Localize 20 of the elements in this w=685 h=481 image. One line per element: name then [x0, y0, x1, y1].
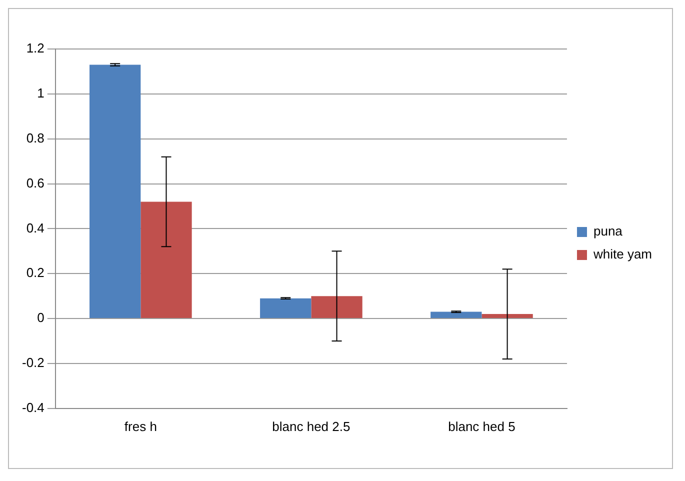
legend-label: white yam [592, 246, 652, 262]
y-tick-label: 0.6 [26, 175, 44, 190]
y-tick-label: 0.2 [26, 265, 44, 280]
bar [260, 298, 312, 318]
x-tick-label: fres h [124, 418, 157, 434]
bar [140, 202, 192, 318]
legend-label: puna [593, 224, 624, 239]
y-tick-label: -0.4 [22, 400, 44, 415]
y-tick-label: 0.8 [26, 130, 44, 146]
bar [90, 64, 141, 318]
y-tick-label: 0 [37, 310, 44, 326]
y-tick-label: -0.2 [22, 355, 44, 370]
bar [311, 296, 362, 318]
bar [430, 312, 482, 318]
x-tick-label: blanc hed 2.5 [272, 418, 350, 434]
bar [482, 314, 533, 318]
y-tick-label: 1.2 [26, 40, 44, 56]
x-tick-label: blanc hed 5 [448, 418, 516, 434]
y-tick-label: 1 [37, 86, 44, 101]
y-tick-label: 0.4 [26, 220, 44, 236]
